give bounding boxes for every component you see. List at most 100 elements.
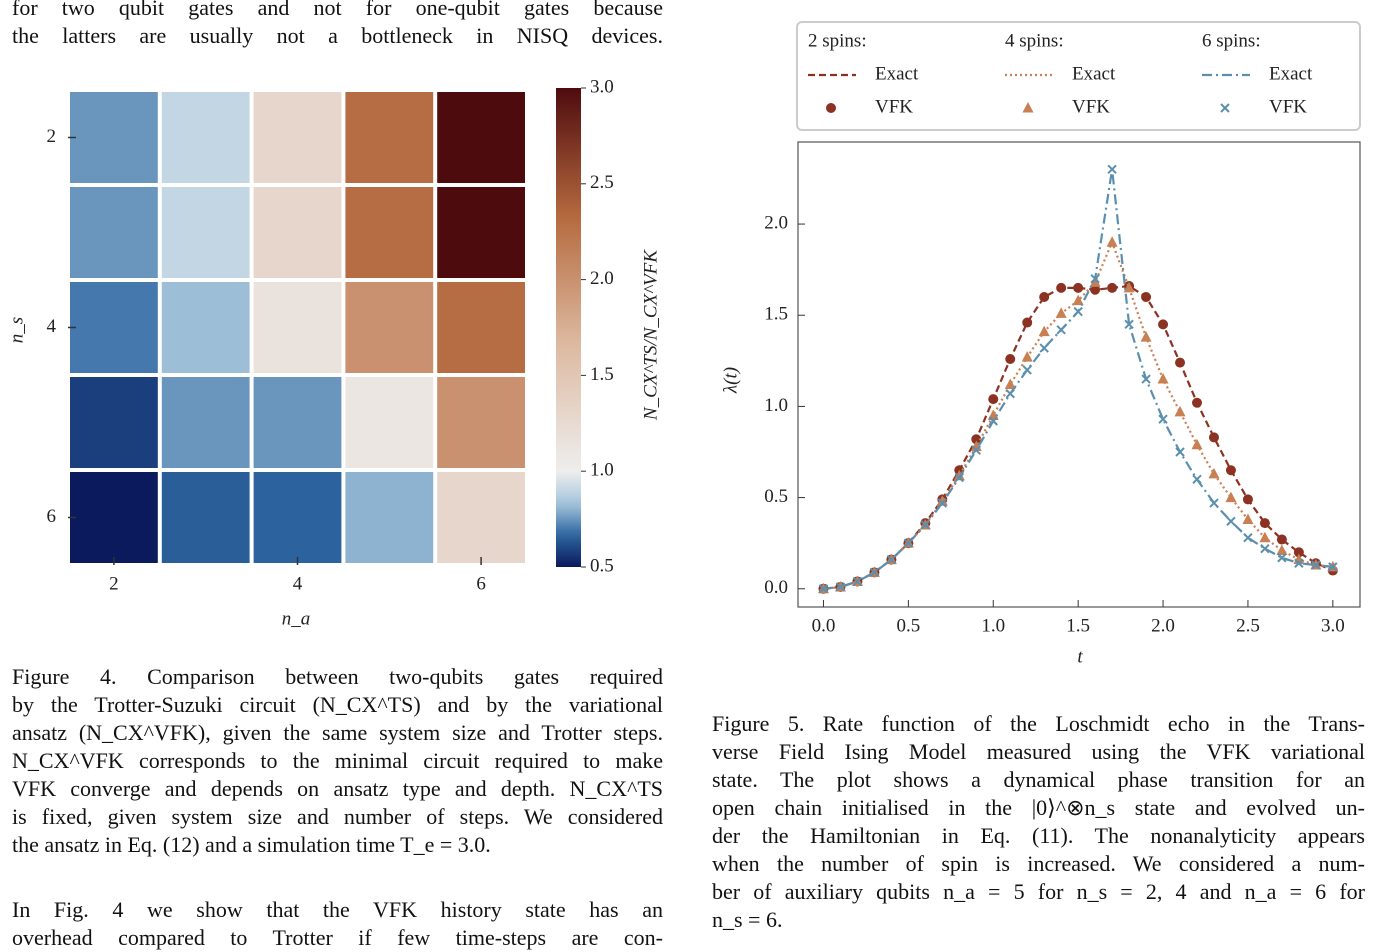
- heatmap-cell: [345, 282, 434, 373]
- marker: [1277, 553, 1287, 563]
- marker: [1157, 373, 1169, 384]
- legend-group: 4 spins:: [1005, 30, 1064, 51]
- marker: [1174, 405, 1186, 417]
- marker: [1328, 562, 1338, 572]
- y-tick-label: 1.5: [764, 304, 788, 325]
- text-line: state. The plot shows a dynamical phase …: [712, 767, 1365, 792]
- heatmap-cell: [70, 377, 158, 468]
- y-axis-label: λ(t): [720, 367, 741, 394]
- x-tick-label: 3.0: [1321, 615, 1345, 636]
- marker: [1140, 331, 1152, 342]
- figure5-caption: Figure 5. Rate function of the Loschmidt…: [712, 710, 1365, 934]
- y-tick-label: 2.0: [764, 212, 788, 233]
- marker: [1090, 274, 1100, 284]
- marker: [1175, 447, 1185, 457]
- x-tick-label: 0.0: [812, 615, 836, 636]
- marker: [937, 498, 948, 508]
- marker: [852, 576, 863, 587]
- heatmap-cell: [161, 92, 250, 183]
- heatmap-cell: [70, 472, 158, 563]
- marker: [1021, 351, 1033, 362]
- text-line: Figure 4. Comparison between two-qubits …: [12, 664, 663, 689]
- marker: [1158, 319, 1169, 330]
- marker: [1072, 294, 1084, 306]
- heatmap-cell: [70, 92, 158, 183]
- x-tick-label: 2.5: [1236, 615, 1260, 636]
- text-line: for two qubit gates and not for one-qubi…: [12, 0, 663, 20]
- heatmap-cell: [437, 282, 525, 373]
- marker: [1276, 544, 1288, 555]
- y-tick-label: 2: [47, 126, 57, 147]
- top-text: for two qubit gates and not for one-qubi…: [12, 0, 663, 50]
- marker: [886, 554, 897, 565]
- x-tick-label: 1.0: [981, 615, 1005, 636]
- x-axis-label: n_a: [282, 608, 311, 629]
- marker: [1073, 282, 1084, 293]
- marker: [1022, 365, 1032, 375]
- colorbar-tick-label: 2.5: [590, 172, 614, 193]
- marker: [1242, 494, 1253, 505]
- marker: [1056, 325, 1066, 335]
- y-axis-label: n_s: [6, 317, 27, 343]
- text-line: ber of auxiliary qubits n_a = 5 for n_s …: [712, 879, 1365, 904]
- marker: [1208, 432, 1219, 443]
- heatmap-cell: [253, 187, 342, 278]
- heatmap-cell: [437, 472, 525, 563]
- heatmap-cell: [70, 187, 158, 278]
- heatmap-cell: [253, 472, 342, 563]
- plot-frame: [797, 141, 1361, 608]
- marker: [1192, 474, 1202, 485]
- marker: [869, 567, 880, 578]
- marker: [1039, 292, 1050, 302]
- marker: [1005, 354, 1016, 364]
- marker: [1225, 465, 1236, 476]
- legend-label: VFK: [875, 96, 913, 117]
- marker: [953, 469, 965, 481]
- text-line: the ansatz in Eq. (12) and a simulation …: [12, 832, 491, 857]
- heatmap-cell: [253, 377, 342, 468]
- heatmap-cell: [161, 377, 250, 468]
- y-tick-label: 0.5: [764, 486, 788, 507]
- marker: [1089, 276, 1101, 287]
- heatmap-cell: [345, 377, 434, 468]
- marker: [988, 394, 999, 405]
- heatmap-cell: [437, 92, 525, 183]
- text-line: open chain initialised in the |0⟩^⊗n_s s…: [712, 795, 1365, 820]
- marker: [1039, 343, 1049, 353]
- marker: [818, 584, 829, 594]
- marker: [971, 445, 981, 455]
- legend-box: [796, 21, 1361, 131]
- text-line: ansatz (N_CX^VFK), given the same system…: [12, 720, 663, 745]
- marker: [1141, 374, 1151, 384]
- colorbar-tick-label: 1.5: [590, 364, 614, 385]
- y-tick-label: 6: [47, 506, 57, 527]
- marker: [1107, 282, 1118, 293]
- legend-marker: [826, 103, 836, 113]
- marker: [988, 416, 998, 426]
- text-line: Figure 5. Rate function of the Loschmidt…: [712, 711, 1365, 736]
- marker: [1005, 388, 1015, 399]
- heatmap-cell: [437, 377, 525, 468]
- legend-group: 2 spins:: [808, 30, 867, 51]
- marker: [1259, 531, 1271, 543]
- marker: [1090, 284, 1101, 295]
- text-line: when the number of spin is increased. We…: [712, 851, 1365, 876]
- marker: [1073, 306, 1083, 317]
- text-line: the latters are usually not a bottleneck…: [12, 23, 663, 48]
- marker: [1225, 491, 1237, 503]
- colorbar-tick-label: 1.0: [590, 460, 614, 481]
- text-line: VFK converge and depends on ansatz type …: [12, 776, 663, 801]
- heatmap-cell: [437, 187, 525, 278]
- colorbar-tick-label: 2.0: [590, 268, 614, 289]
- heatmap-cell: [70, 282, 158, 373]
- marker: [1226, 516, 1236, 527]
- series-line: [823, 169, 1333, 590]
- legend-label: VFK: [1072, 96, 1110, 117]
- marker: [1055, 307, 1067, 318]
- marker: [1293, 547, 1304, 558]
- legend-marker: [1022, 102, 1034, 113]
- marker: [903, 538, 914, 548]
- y-tick-label: 1.0: [764, 395, 788, 416]
